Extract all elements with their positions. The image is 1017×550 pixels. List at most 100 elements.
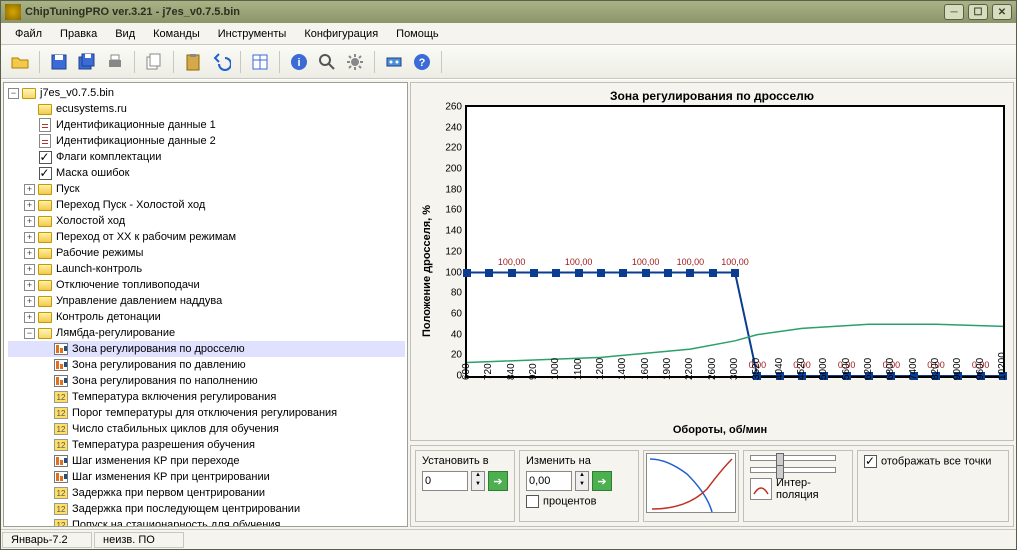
chart-xlabel: Обороты, об/мин (435, 424, 1005, 436)
tree-item[interactable]: 12Задержка при первом центрировании (8, 485, 405, 501)
save-button[interactable] (46, 49, 72, 75)
tree-item[interactable]: +Холостой ход (8, 213, 405, 229)
expander-icon[interactable]: + (24, 280, 35, 291)
tree-item[interactable]: Маска ошибок (8, 165, 405, 181)
tree-item[interactable]: 12Задержка при последующем центрировании (8, 501, 405, 517)
print-button[interactable] (102, 49, 128, 75)
close-button[interactable]: ✕ (992, 4, 1012, 20)
tree-item[interactable]: Шаг изменения КР при центрировании (8, 469, 405, 485)
tree-item[interactable]: +Контроль детонации (8, 309, 405, 325)
help-button[interactable]: ? (409, 49, 435, 75)
tree-item[interactable]: +Launch-контроль (8, 261, 405, 277)
chart-ylabel: Положение дросселя, % (419, 105, 435, 436)
expander-icon[interactable]: + (24, 296, 35, 307)
maximize-button[interactable]: ☐ (968, 4, 988, 20)
table-button[interactable] (247, 49, 273, 75)
tree-item[interactable]: ecusystems.ru (8, 101, 405, 117)
folder-icon (37, 102, 53, 116)
expander-icon[interactable]: + (24, 248, 35, 259)
copy-button[interactable] (141, 49, 167, 75)
check-icon (37, 166, 53, 180)
tree-item[interactable]: Флаги комплектации (8, 149, 405, 165)
expander-icon[interactable]: + (24, 232, 35, 243)
tree-item[interactable]: 12Температура разрешения обучения (8, 437, 405, 453)
menu-Конфигурация[interactable]: Конфигурация (296, 26, 386, 42)
num-icon: 12 (53, 438, 69, 452)
change-apply-button[interactable]: ➔ (592, 471, 612, 491)
menu-Инструменты[interactable]: Инструменты (210, 26, 295, 42)
tree-item[interactable]: Зона регулирования по давлению (8, 357, 405, 373)
mini-chart-preview (646, 453, 736, 513)
statusbar: Январь-7.2 неизв. ПО (1, 529, 1016, 549)
status-left: Январь-7.2 (2, 532, 92, 548)
expander-icon[interactable]: + (24, 264, 35, 275)
chart-title: Зона регулирования по дросселю (419, 89, 1005, 103)
expander-icon[interactable]: + (24, 216, 35, 227)
tree-item[interactable]: 12Число стабильных циклов для обучения (8, 421, 405, 437)
menubar: ФайлПравкаВидКомандыИнструментыКонфигура… (1, 23, 1016, 45)
tree-item[interactable]: +Переход от XX к рабочим режимам (8, 229, 405, 245)
expander-icon[interactable]: + (24, 312, 35, 323)
folder-icon (37, 310, 53, 324)
change-value-input[interactable] (526, 471, 572, 491)
menu-Помощь[interactable]: Помощь (388, 26, 447, 42)
folder-icon (37, 262, 53, 276)
doc-icon (37, 134, 53, 148)
minimize-button[interactable]: ─ (944, 4, 964, 20)
module-button[interactable] (381, 49, 407, 75)
tree-pane[interactable]: −j7es_v0.7.5.binecusystems.ruИдентификац… (3, 82, 408, 527)
search-button[interactable] (314, 49, 340, 75)
save-all-button[interactable] (74, 49, 100, 75)
tree-item[interactable]: 12Порог температуры для отключения регул… (8, 405, 405, 421)
chart-icon (53, 342, 69, 356)
menu-Вид[interactable]: Вид (107, 26, 143, 42)
tree-item[interactable]: 12Температура включения регулирования (8, 389, 405, 405)
root-icon (21, 86, 37, 100)
tree-item[interactable]: Шаг изменения КР при переходе (8, 453, 405, 469)
slider-2[interactable] (750, 467, 836, 473)
tree-item[interactable]: −Лямбда-регулирование (8, 325, 405, 341)
undo-button[interactable] (208, 49, 234, 75)
tree-item[interactable]: Зона регулирования по наполнению (8, 373, 405, 389)
info-button[interactable]: i (286, 49, 312, 75)
set-apply-button[interactable]: ➔ (488, 471, 508, 491)
chart-xticks: 6007208409201000110012001400160019002200… (465, 378, 1005, 418)
settings-button[interactable] (342, 49, 368, 75)
menu-Файл[interactable]: Файл (7, 26, 50, 42)
paste-button[interactable] (180, 49, 206, 75)
set-spinner[interactable]: ▲▼ (471, 471, 485, 491)
set-value-input[interactable] (422, 471, 468, 491)
show-points-checkbox[interactable]: отображать все точки (864, 455, 991, 468)
change-spinner[interactable]: ▲▼ (575, 471, 589, 491)
interp-button[interactable]: Интер-поляция (750, 477, 819, 501)
expander-icon[interactable]: + (24, 184, 35, 195)
expander-icon[interactable]: − (24, 328, 35, 339)
doc-icon (37, 118, 53, 132)
tree-item[interactable]: +Отключение топливоподачи (8, 277, 405, 293)
tree-item[interactable]: +Управление давлением наддува (8, 293, 405, 309)
chart-icon (53, 358, 69, 372)
expander-icon[interactable]: − (8, 88, 19, 99)
status-mid: неизв. ПО (94, 532, 184, 548)
folder-icon (37, 246, 53, 260)
tree-item[interactable]: 12Попуск на стационарность для обучения (8, 517, 405, 527)
tree-item[interactable]: +Рабочие режимы (8, 245, 405, 261)
tree-item[interactable]: Идентификационные данные 2 (8, 133, 405, 149)
tree-item[interactable]: Зона регулирования по дросселю (8, 341, 405, 357)
tree-item[interactable]: +Пуск (8, 181, 405, 197)
chart-plot[interactable]: 020406080100120140160180200220240260100,… (465, 105, 1005, 378)
menu-Команды[interactable]: Команды (145, 26, 208, 42)
folder-icon (37, 214, 53, 228)
tree-item[interactable]: +Переход Пуск - Холостой ход (8, 197, 405, 213)
slider-1[interactable] (750, 455, 836, 461)
tree-item[interactable]: −j7es_v0.7.5.bin (8, 85, 405, 101)
expander-icon[interactable]: + (24, 200, 35, 211)
titlebar[interactable]: ChipTuningPRO ver.3.21 - j7es_v0.7.5.bin… (1, 1, 1016, 23)
menu-Правка[interactable]: Правка (52, 26, 105, 42)
percent-checkbox[interactable]: процентов (526, 495, 596, 508)
tree-item[interactable]: Идентификационные данные 1 (8, 117, 405, 133)
chart-pane: Зона регулирования по дросселю Положение… (410, 82, 1014, 527)
chart-icon (53, 470, 69, 484)
num-icon: 12 (53, 502, 69, 516)
open-button[interactable] (7, 49, 33, 75)
